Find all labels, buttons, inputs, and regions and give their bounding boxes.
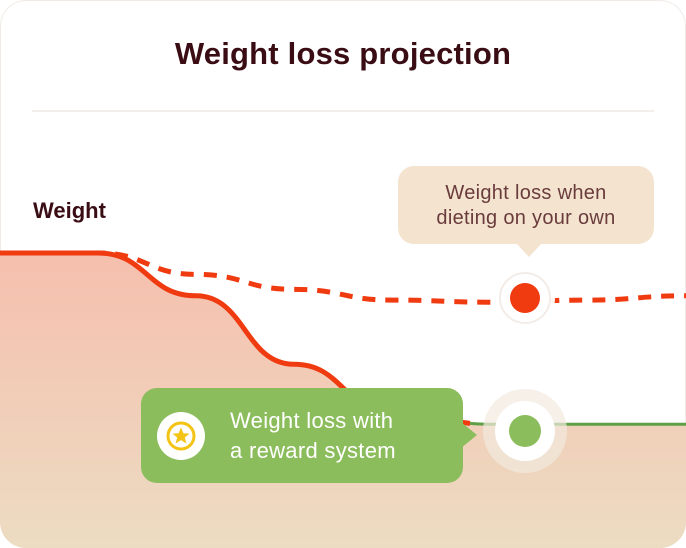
reward-callout-line1: Weight loss with [230, 408, 394, 433]
title-divider [32, 110, 654, 112]
star-icon [157, 412, 205, 460]
own-series-marker [495, 268, 555, 328]
own-callout-line1: Weight loss when [445, 182, 607, 204]
y-axis-label: Weight [33, 198, 106, 223]
reward-series-marker [483, 389, 567, 473]
reward-series-line [0, 250, 686, 427]
reward-callout: Weight loss with a reward system [141, 388, 477, 483]
chart-title: Weight loss projection [174, 36, 512, 71]
own-callout-line2: dieting on your own [436, 207, 616, 229]
reward-callout-line2: a reward system [230, 438, 396, 463]
reward-callout-text: Weight loss with a reward system [230, 406, 396, 466]
own-callout: Weight loss when dieting on your own [398, 166, 654, 257]
